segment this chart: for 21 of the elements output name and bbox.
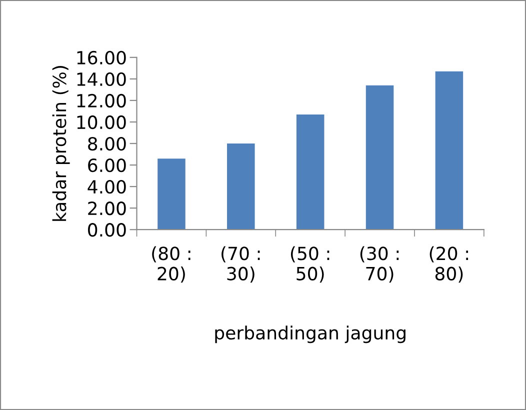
bar xyxy=(435,71,464,230)
x-tick-label: (80 : 20) xyxy=(152,246,190,283)
x-axis-title: perbandingan jagung xyxy=(215,326,406,344)
y-tick-label: 8.00 xyxy=(88,136,126,151)
x-tick-label: (70 : 30) xyxy=(222,246,260,283)
y-tick-label: 14.00 xyxy=(77,72,126,86)
bar xyxy=(296,114,324,230)
bar xyxy=(227,144,255,230)
y-axis-title: kadar protein (%) xyxy=(52,66,70,221)
y-tick-label: 2.00 xyxy=(88,202,126,216)
bar xyxy=(158,158,186,230)
y-tick-label: 12.00 xyxy=(77,94,126,108)
y-tick-label: 6.00 xyxy=(88,158,126,172)
x-tick-label: (30 : 70) xyxy=(360,246,399,283)
y-tick-label: 0.00 xyxy=(88,223,126,237)
x-tick-label: (20 : 80) xyxy=(430,246,468,283)
bar xyxy=(366,85,394,230)
x-tick-label: (50 : 50) xyxy=(290,246,330,283)
y-tick-label: 4.00 xyxy=(88,180,126,194)
y-tick-label: 16.00 xyxy=(77,50,126,65)
y-tick-label: 10.00 xyxy=(77,115,126,130)
